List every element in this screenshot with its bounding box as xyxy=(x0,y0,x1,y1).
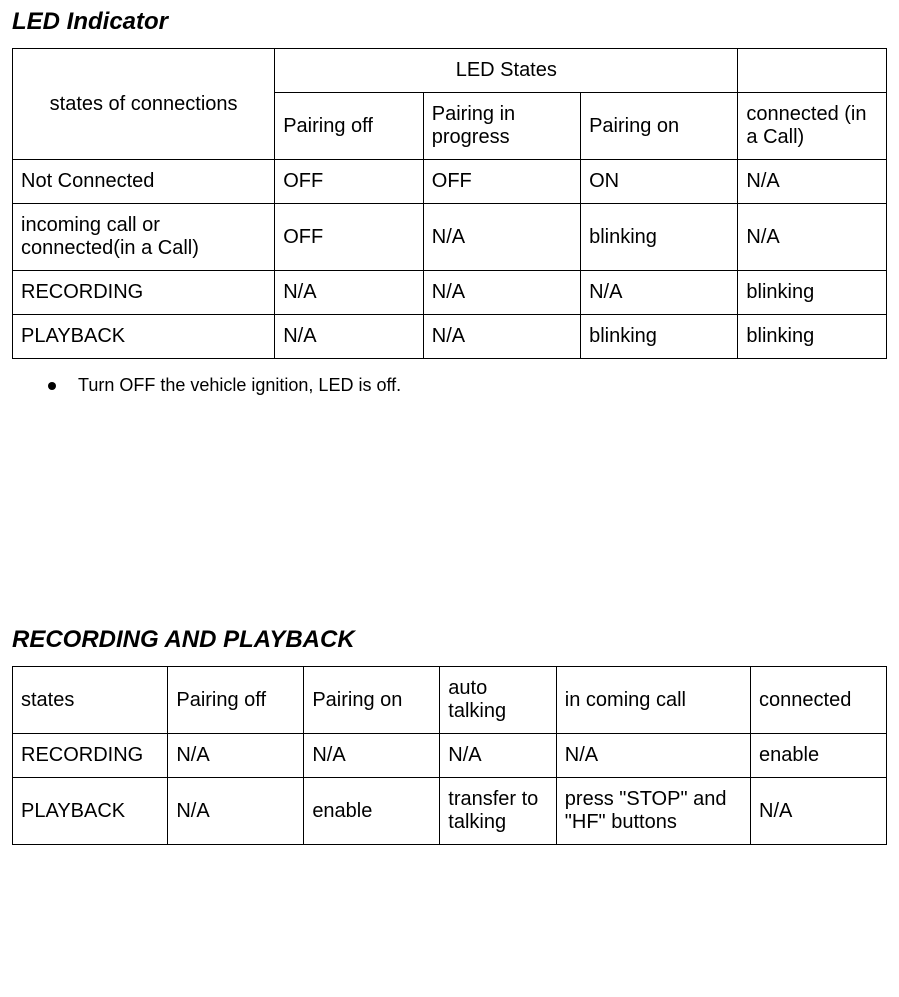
led-cell: blinking xyxy=(738,315,887,359)
led-cell: OFF xyxy=(423,160,580,204)
rec-cell: enable xyxy=(751,734,887,778)
rec-cell: RECORDING xyxy=(13,734,168,778)
led-cell: N/A xyxy=(738,160,887,204)
rec-header-connected: connected xyxy=(751,667,887,734)
led-subheader-pairing-off: Pairing off xyxy=(275,93,424,160)
rec-header-pairing-on: Pairing on xyxy=(304,667,440,734)
rec-cell: N/A xyxy=(304,734,440,778)
led-row-label: incoming call or connected(in a Call) xyxy=(13,204,275,271)
led-cell: blinking xyxy=(581,315,738,359)
rec-cell: N/A xyxy=(440,734,557,778)
led-row-label: RECORDING xyxy=(13,271,275,315)
led-row-label: PLAYBACK xyxy=(13,315,275,359)
led-note-bullet: Turn OFF the vehicle ignition, LED is of… xyxy=(12,375,887,396)
table-row: RECORDING N/A N/A N/A blinking xyxy=(13,271,887,315)
led-cell: N/A xyxy=(423,315,580,359)
led-cell: OFF xyxy=(275,160,424,204)
rec-cell: PLAYBACK xyxy=(13,778,168,845)
rec-cell: N/A xyxy=(751,778,887,845)
rec-cell: N/A xyxy=(168,778,304,845)
led-indicator-title: LED Indicator xyxy=(12,8,887,36)
led-empty-header xyxy=(738,49,887,93)
led-note-text: Turn OFF the vehicle ignition, LED is of… xyxy=(78,375,401,396)
bullet-icon xyxy=(48,382,56,390)
led-cell: N/A xyxy=(423,204,580,271)
rec-header-auto-talking: auto talking xyxy=(440,667,557,734)
rec-header-states: states xyxy=(13,667,168,734)
led-subheader-pairing-on: Pairing on xyxy=(581,93,738,160)
led-cell: N/A xyxy=(423,271,580,315)
led-cell: OFF xyxy=(275,204,424,271)
rec-cell: enable xyxy=(304,778,440,845)
rec-header-pairing-off: Pairing off xyxy=(168,667,304,734)
recording-playback-title: RECORDING AND PLAYBACK xyxy=(12,626,887,654)
led-row-label: Not Connected xyxy=(13,160,275,204)
led-cell: ON xyxy=(581,160,738,204)
recording-playback-table: states Pairing off Pairing on auto talki… xyxy=(12,666,887,845)
table-row: incoming call or connected(in a Call) OF… xyxy=(13,204,887,271)
rec-header-incoming-call: in coming call xyxy=(556,667,750,734)
table-row: PLAYBACK N/A N/A blinking blinking xyxy=(13,315,887,359)
led-cell: N/A xyxy=(275,271,424,315)
rec-cell: N/A xyxy=(556,734,750,778)
table-row: Not Connected OFF OFF ON N/A xyxy=(13,160,887,204)
led-cell: N/A xyxy=(275,315,424,359)
led-cell: blinking xyxy=(581,204,738,271)
led-indicator-table: states of connections LED States Pairing… xyxy=(12,48,887,359)
led-cell: blinking xyxy=(738,271,887,315)
led-subheader-pairing-in-progress: Pairing in progress xyxy=(423,93,580,160)
rec-cell: transfer to talking xyxy=(440,778,557,845)
rec-cell: press "STOP" and "HF" buttons xyxy=(556,778,750,845)
led-subheader-connected: connected (in a Call) xyxy=(738,93,887,160)
rec-cell: N/A xyxy=(168,734,304,778)
led-group-header: LED States xyxy=(275,49,738,93)
led-row-header-label: states of connections xyxy=(13,49,275,160)
led-cell: N/A xyxy=(738,204,887,271)
led-cell: N/A xyxy=(581,271,738,315)
table-row: PLAYBACK N/A enable transfer to talking … xyxy=(13,778,887,845)
table-row: RECORDING N/A N/A N/A N/A enable xyxy=(13,734,887,778)
